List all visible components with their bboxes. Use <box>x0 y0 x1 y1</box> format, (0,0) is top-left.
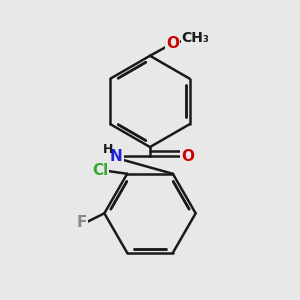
Text: Cl: Cl <box>92 163 108 178</box>
Text: H: H <box>103 142 113 156</box>
Text: F: F <box>76 214 87 230</box>
Text: O: O <box>181 149 194 164</box>
Text: N: N <box>110 149 122 164</box>
Text: O: O <box>166 36 179 51</box>
Text: CH₃: CH₃ <box>182 31 210 45</box>
